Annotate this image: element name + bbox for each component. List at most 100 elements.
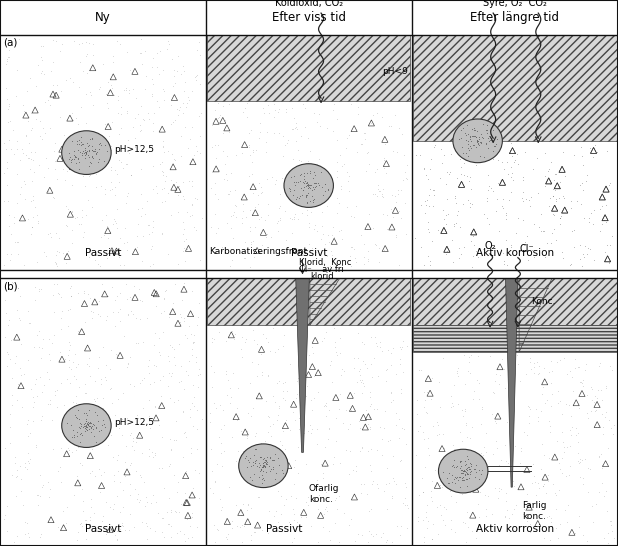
Point [89,394,99,403]
Point [185,212,195,221]
Point [535,483,544,492]
Point [402,524,412,532]
Point [423,517,433,525]
Point [143,361,153,370]
Point [84,152,94,161]
Point [261,147,271,156]
Point [464,352,474,361]
Point [421,171,431,180]
Point [337,364,347,373]
Point [28,192,38,200]
Point [298,390,308,399]
Point [499,257,509,265]
Point [356,480,366,489]
Point [237,333,247,341]
Point [540,252,550,261]
Point [221,532,231,541]
Bar [413,325,617,352]
Point [274,402,284,411]
Point [368,477,378,485]
Point [304,164,314,173]
Point [371,339,381,348]
Point [576,200,586,209]
Point [110,216,120,225]
Point [549,224,559,233]
Point [12,66,22,74]
Point [22,130,32,139]
Point [539,364,549,372]
Point [377,191,387,200]
Point [10,359,20,368]
Point [483,213,493,222]
Point [464,465,474,473]
Point [255,453,265,462]
Point [499,257,509,265]
Point [285,187,295,195]
Point [489,142,499,151]
Point [558,438,568,447]
Point [496,485,506,494]
Point [492,194,502,203]
Point [501,209,511,217]
Point [289,480,298,489]
Point [549,176,559,185]
Point [458,466,468,475]
Point [106,81,116,90]
Point [419,260,429,269]
Point [231,151,241,160]
Point [485,219,494,228]
Point [466,460,476,469]
Point [109,477,119,485]
Point [585,143,595,152]
Point [36,68,46,77]
Point [541,489,551,497]
Point [439,503,449,512]
Point [100,435,110,444]
Point [604,416,614,425]
Point [420,208,430,217]
Point [493,155,503,164]
Point [308,196,318,205]
Point [533,417,543,426]
Point [493,444,502,453]
Point [365,393,375,402]
Point [72,213,82,222]
Point [567,226,577,235]
Point [87,151,97,160]
Point [38,480,48,489]
Point [15,189,25,198]
Point [347,99,357,108]
Point [64,356,74,365]
Point [527,192,536,201]
Point [276,450,286,459]
Point [112,451,122,460]
Point [590,406,599,415]
Point [379,486,389,495]
Point [274,486,284,495]
Point [49,291,59,300]
Point [591,405,601,414]
Point [351,202,361,211]
Point [209,335,219,343]
Point [88,134,98,143]
Point [239,207,248,216]
Point [12,199,22,207]
Point [255,127,265,136]
Point [159,294,169,302]
Point [50,164,60,173]
Point [243,456,253,465]
Point [488,410,497,418]
Point [104,228,114,236]
Point [63,205,73,213]
Point [28,213,38,222]
Point [484,132,494,140]
Point [169,360,179,369]
Point [394,434,404,442]
Point [219,447,229,455]
Point [52,246,62,255]
Point [119,238,129,247]
Point [494,227,504,235]
Point [482,193,492,202]
Point [315,122,325,130]
Point [350,537,360,545]
